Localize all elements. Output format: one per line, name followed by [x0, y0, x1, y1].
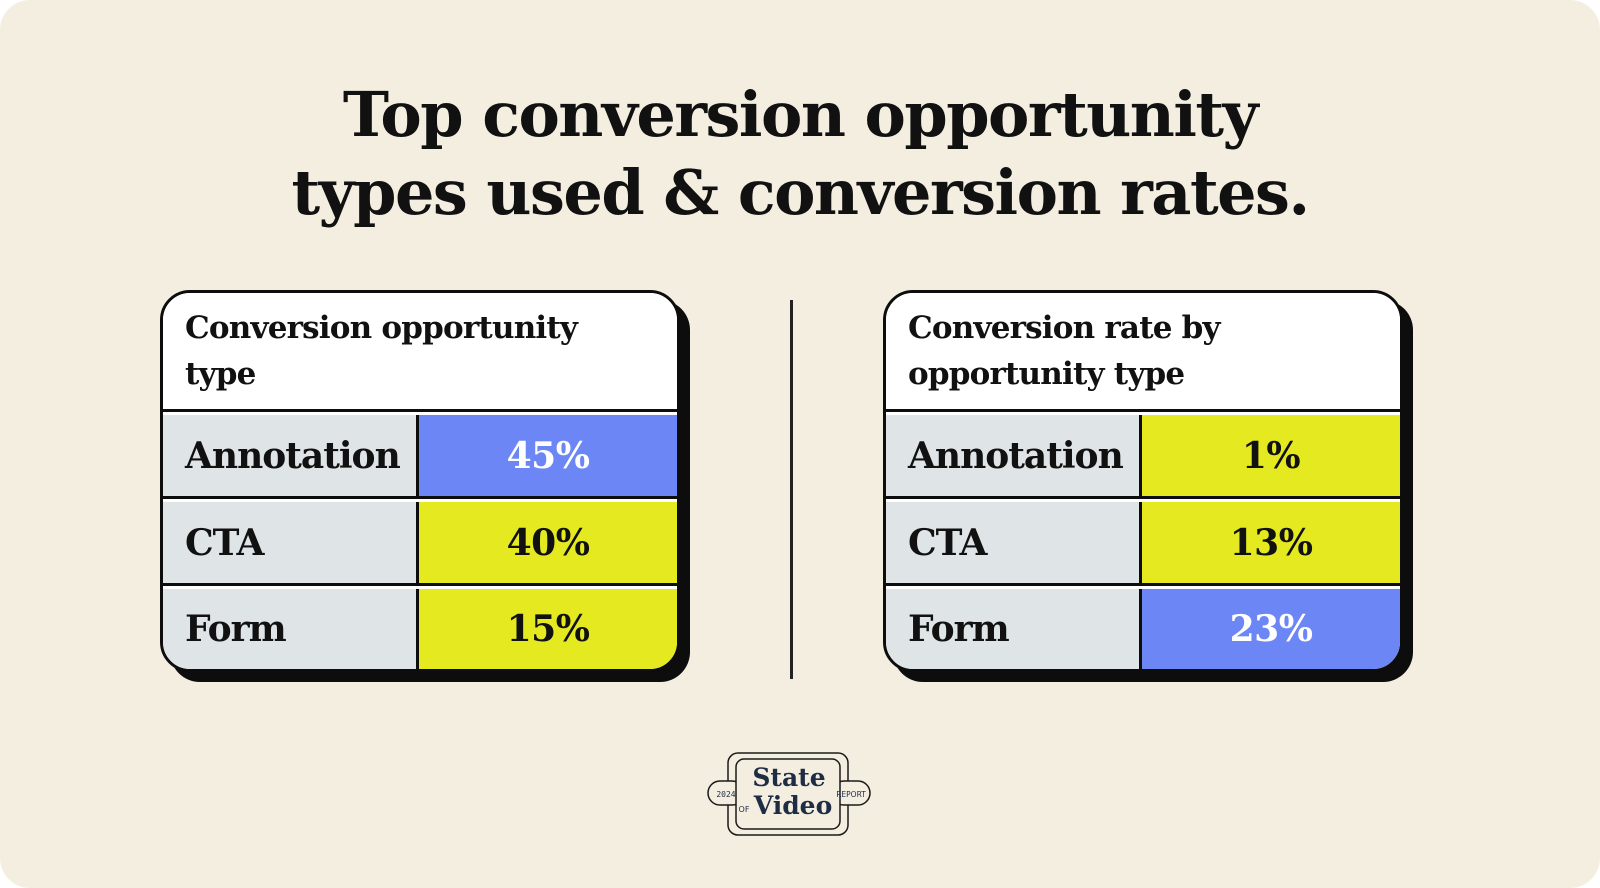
headline-line-1: Top conversion opportunity	[342, 78, 1259, 151]
row-value: 15%	[419, 589, 677, 669]
row-label: CTA	[886, 502, 1142, 583]
row-label: Form	[886, 589, 1142, 669]
row-label: Annotation	[163, 415, 419, 496]
table-title-line: Conversion opportunity type	[185, 310, 578, 392]
table-header: Conversion rate by opportunity type	[886, 293, 1400, 412]
logo-of-text: OF	[739, 805, 750, 814]
conversion-rate-table: Conversion rate by opportunity type Anno…	[883, 290, 1413, 682]
logo-year-text: 2024	[716, 790, 735, 799]
table-card: Conversion opportunity type Annotation 4…	[160, 290, 680, 672]
row-value: 1%	[1142, 415, 1400, 496]
row-label: CTA	[163, 502, 419, 583]
table-header: Conversion opportunity type	[163, 293, 677, 412]
headline-line-2: types used & conversion rates.	[291, 156, 1310, 229]
table-row: Form 15%	[163, 589, 677, 669]
table-row: CTA 40%	[163, 502, 677, 586]
table-title: Conversion opportunity type	[185, 305, 655, 397]
table-row: Annotation 1%	[886, 415, 1400, 499]
row-value: 13%	[1142, 502, 1400, 583]
table-title: Conversion rate by opportunity type	[908, 305, 1221, 397]
table-row: Annotation 45%	[163, 415, 677, 499]
logo-report-text: REPORT	[836, 790, 866, 799]
state-of-video-logo: State Video OF 2024 REPORT	[707, 752, 871, 836]
row-label: Form	[163, 589, 419, 669]
row-value: 23%	[1142, 589, 1400, 669]
logo-state-text: State	[752, 763, 825, 792]
opportunity-type-table: Conversion opportunity type Annotation 4…	[160, 290, 690, 682]
row-value: 40%	[419, 502, 677, 583]
vertical-divider	[790, 300, 793, 679]
table-row: CTA 13%	[886, 502, 1400, 586]
table-title-line: opportunity type	[908, 356, 1185, 392]
headline: Top conversion opportunity types used & …	[0, 76, 1600, 232]
table-card: Conversion rate by opportunity type Anno…	[883, 290, 1403, 672]
row-value: 45%	[419, 415, 677, 496]
logo-video-text: Video	[753, 791, 833, 820]
table-title-line: Conversion rate by	[908, 310, 1221, 346]
row-label: Annotation	[886, 415, 1142, 496]
logo-inner-frame	[735, 758, 841, 830]
table-row: Form 23%	[886, 589, 1400, 669]
